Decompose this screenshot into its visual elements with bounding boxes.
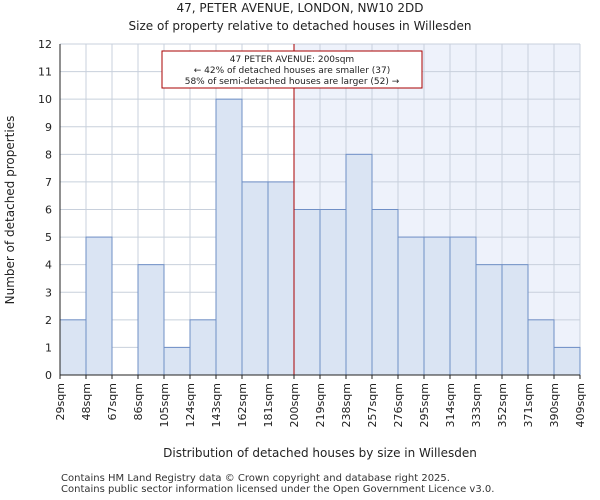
x-tick-label: 181sqm <box>262 383 275 427</box>
bar <box>371 209 399 376</box>
bar <box>163 346 191 376</box>
bar <box>449 236 477 376</box>
y-tick-label: 3 <box>45 286 52 299</box>
bar <box>137 264 165 376</box>
x-tick-label: 257sqm <box>366 383 379 427</box>
x-tick-label: 352sqm <box>496 383 509 427</box>
x-tick-label: 124sqm <box>184 383 197 427</box>
bar <box>397 236 425 376</box>
annotation-frame <box>161 50 423 89</box>
x-tick-label: 219sqm <box>314 383 327 427</box>
bar <box>345 153 373 376</box>
x-tick-label: 162sqm <box>236 383 249 427</box>
x-tick-label: 143sqm <box>210 383 223 427</box>
y-tick-label: 5 <box>45 231 52 244</box>
x-tick-label: 86sqm <box>132 383 145 420</box>
bar <box>293 209 321 376</box>
bar <box>475 264 503 376</box>
y-tick-label: 2 <box>45 314 52 327</box>
x-tick-label: 409sqm <box>574 383 587 427</box>
chart-subtitle: Size of property relative to detached ho… <box>128 19 472 33</box>
y-tick-label: 10 <box>38 93 52 106</box>
x-tick-label: 105sqm <box>158 383 171 427</box>
footer-line-1: Contains HM Land Registry data © Crown c… <box>61 473 450 484</box>
bar <box>423 236 451 376</box>
bar <box>319 209 347 376</box>
footer-line-2: Contains public sector information licen… <box>61 484 495 495</box>
bar <box>85 236 113 376</box>
bar <box>267 181 295 376</box>
y-tick-label: 1 <box>45 341 52 354</box>
bar <box>553 346 581 376</box>
x-tick-label: 314sqm <box>444 383 457 427</box>
x-tick-label: 238sqm <box>340 383 353 427</box>
bar <box>241 181 269 376</box>
x-tick-label: 295sqm <box>418 383 431 427</box>
y-tick-label: 7 <box>45 176 52 189</box>
y-tick-label: 4 <box>45 259 52 272</box>
x-tick-labels: 29sqm 48sqm 67sqm 86sqm 105sqm 124sqm 143sqm 16… <box>54 375 587 427</box>
y-tick-label: 9 <box>45 121 52 134</box>
x-axis-label: Distribution of detached houses by size … <box>163 446 477 460</box>
annotation-line-3: 58% of semi-detached houses are larger (… <box>185 77 400 87</box>
x-tick-label: 48sqm <box>80 383 93 420</box>
y-tick-label: 6 <box>45 204 52 217</box>
x-tick-label: 276sqm <box>392 383 405 427</box>
y-tick-label: 0 <box>45 369 52 382</box>
x-tick-label: 333sqm <box>470 383 483 427</box>
bar <box>189 319 217 376</box>
y-tick-label: 12 <box>38 38 52 51</box>
x-tick-label: 67sqm <box>106 383 119 420</box>
chart-title: 47, PETER AVENUE, LONDON, NW10 2DD <box>176 1 424 15</box>
x-tick-label: 371sqm <box>522 383 535 427</box>
x-tick-label: 200sqm <box>288 383 301 427</box>
y-axis-label: Number of detached properties <box>3 116 17 305</box>
annotation-line-1: 47 PETER AVENUE: 200sqm <box>230 55 354 65</box>
bars <box>59 98 581 376</box>
bar <box>501 264 529 376</box>
annotation-box: 47 PETER AVENUE: 200sqm ← 42% of detache… <box>161 50 423 89</box>
bar <box>527 319 555 376</box>
y-tick-label: 8 <box>45 148 52 161</box>
x-tick-label: 29sqm <box>54 383 67 420</box>
x-tick-label: 390sqm <box>548 383 561 427</box>
annotation-line-2: ← 42% of detached houses are smaller (37… <box>194 66 391 76</box>
bar <box>215 98 243 376</box>
bar <box>59 319 87 376</box>
y-tick-label: 11 <box>38 66 52 79</box>
